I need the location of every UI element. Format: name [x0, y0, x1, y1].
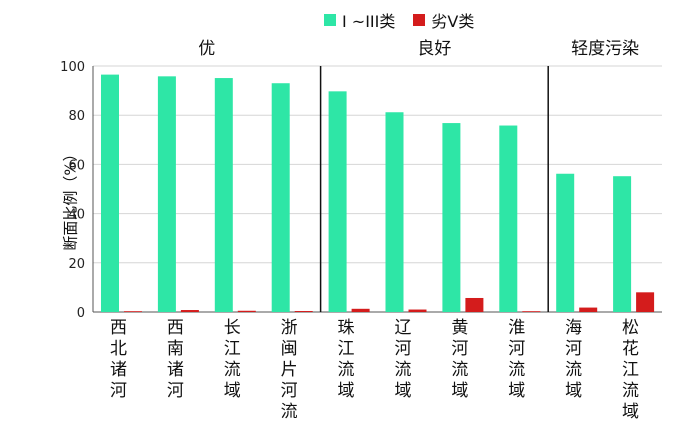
bar-class-5-worse: [408, 309, 427, 312]
bar-class-5-worse: [465, 297, 484, 312]
legend-item-class-1-3: I ~III类: [324, 8, 395, 32]
bar-class-1-3: [214, 78, 233, 312]
bar-class-1-3: [101, 74, 119, 312]
group-label: 轻度污染: [571, 39, 639, 59]
legend-label-class-1-3: I ~III类: [342, 12, 396, 31]
x-tick-label: 辽河流域: [394, 318, 411, 401]
x-tick-label: 西南诸河: [167, 318, 184, 401]
x-tick-label: 黄河流域: [451, 318, 468, 401]
bar-class-5-worse: [237, 310, 256, 312]
legend-item-class-5-worse: 劣V类: [413, 8, 474, 32]
x-tick-label: 珠江流域: [338, 318, 355, 401]
y-tick-label: 60: [68, 158, 85, 173]
y-tick-label: 100: [60, 60, 85, 75]
bar-class-1-3: [556, 173, 575, 312]
x-tick-label: 淮河流域: [508, 318, 525, 401]
x-tick-label: 长江流域: [224, 318, 241, 401]
x-tick-label: 西北诸河: [110, 318, 127, 401]
y-tick-label: 0: [77, 306, 85, 321]
group-label: 良好: [417, 39, 451, 59]
bar-class-1-3: [499, 125, 518, 312]
bar-class-1-3: [442, 123, 461, 313]
bar-class-5-worse: [579, 307, 598, 312]
bar-class-5-worse: [636, 292, 655, 312]
bar-class-1-3: [613, 176, 632, 312]
legend: I ~III类 劣V类: [324, 8, 474, 32]
bar-class-5-worse: [351, 308, 370, 312]
x-tick-label: 海河流域: [565, 318, 582, 401]
bar-class-1-3: [385, 112, 404, 312]
group-label: 优: [198, 39, 215, 59]
bar-class-5-worse: [124, 311, 142, 312]
legend-label-class-5-worse: 劣V类: [431, 12, 475, 31]
legend-swatch-class-1-3: [324, 14, 336, 26]
y-tick-label: 20: [68, 257, 85, 272]
legend-swatch-class-5-worse: [413, 14, 426, 26]
x-tick-label: 浙闽片河流: [281, 318, 298, 422]
bar-class-1-3: [157, 76, 176, 312]
x-tick-label: 松花江流域: [622, 318, 639, 422]
bar-class-5-worse: [522, 311, 541, 312]
bar-class-5-worse: [294, 311, 313, 312]
y-tick-label: 40: [68, 208, 85, 223]
y-tick-label: 80: [68, 109, 85, 124]
bar-class-1-3: [328, 91, 347, 312]
bar-class-1-3: [271, 83, 290, 312]
bar-class-5-worse: [180, 310, 199, 312]
